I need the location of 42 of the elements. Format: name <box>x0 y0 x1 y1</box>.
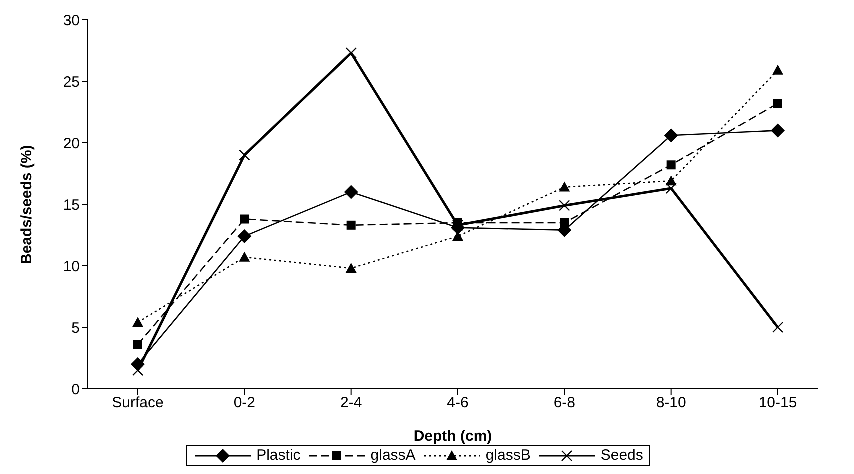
x-tick-label: Surface <box>112 394 164 412</box>
point <box>772 64 784 75</box>
point <box>452 220 464 232</box>
point <box>664 128 678 143</box>
x-axis-title: Depth (cm) <box>414 428 492 445</box>
y-tick-label: 5 <box>72 320 80 337</box>
point <box>666 182 677 194</box>
point <box>772 322 784 334</box>
x-tick-label: 8-10 <box>656 394 686 412</box>
point <box>559 200 570 212</box>
point <box>239 252 250 262</box>
x-tick-label: 2-4 <box>340 394 362 412</box>
y-tick-label: 25 <box>63 74 80 91</box>
y-tick-label: 15 <box>63 196 80 214</box>
y-tick-label: 20 <box>63 135 80 152</box>
point <box>344 185 358 200</box>
y-axis-title: Beads/seeds (%) <box>18 145 36 264</box>
x-tick-label: 4-6 <box>447 394 469 412</box>
y-tick-label: 0 <box>72 381 80 398</box>
y-tick-label: 10 <box>63 258 80 276</box>
point <box>774 99 782 108</box>
point <box>771 124 785 138</box>
point <box>346 48 357 59</box>
x-tick-label: 10-15 <box>758 394 798 412</box>
point <box>240 214 250 224</box>
x-tick-label: 6-8 <box>554 394 576 412</box>
legend-label: glassA <box>370 447 416 464</box>
legend-label: Plastic <box>256 447 301 464</box>
point <box>666 160 676 170</box>
y-tick-label: 30 <box>63 12 80 30</box>
point <box>238 229 252 244</box>
point <box>239 150 250 161</box>
point <box>346 220 356 230</box>
point <box>134 340 142 350</box>
point <box>560 218 570 228</box>
x-tick-label: 0-2 <box>234 394 256 412</box>
point <box>132 317 144 328</box>
legend-label: glassB <box>486 447 531 464</box>
legend-label: Seeds <box>600 447 644 464</box>
point <box>559 182 570 192</box>
point <box>346 262 357 273</box>
point <box>132 364 144 376</box>
